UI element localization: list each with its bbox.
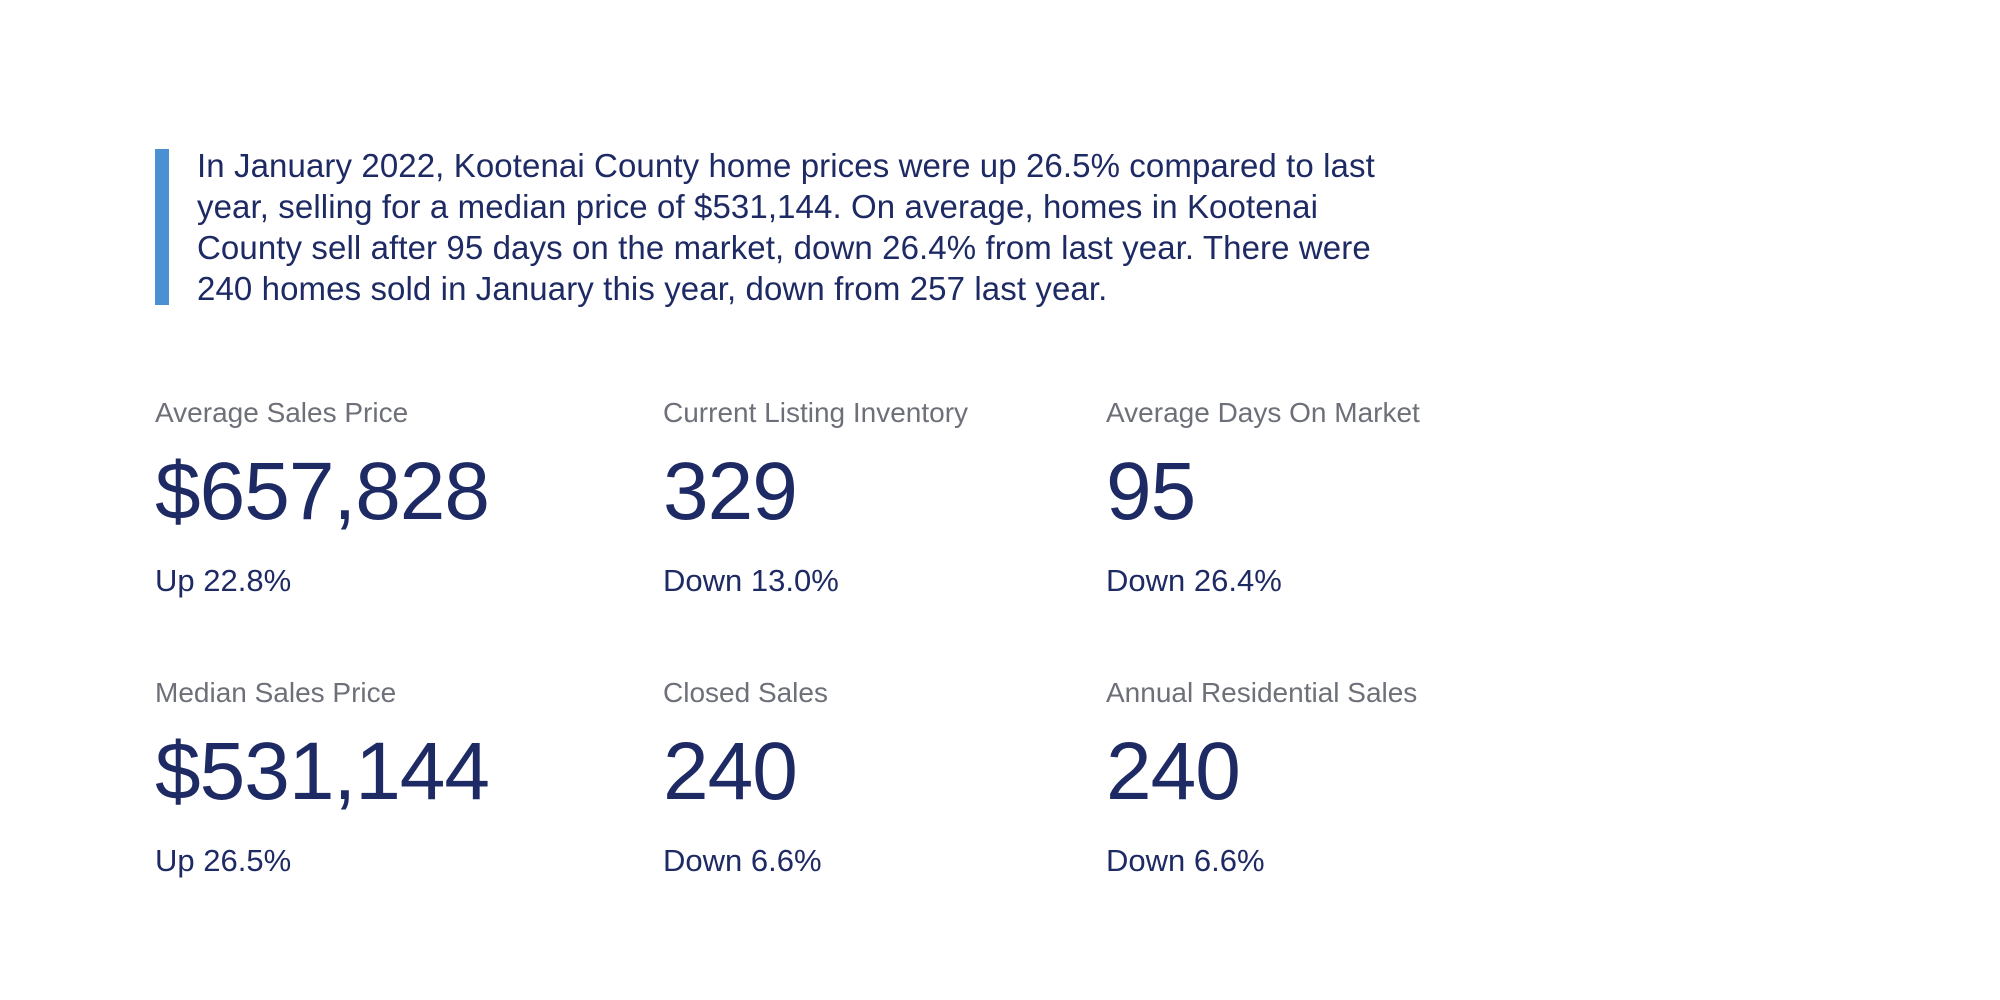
stat-change: Down 26.4% [1106, 563, 1282, 598]
stat-label: Annual Residential Sales [1106, 677, 1418, 708]
stat-median-sales-price: Median Sales Price $531,144 Up 26.5% [155, 677, 663, 879]
market-summary-text: In January 2022, Kootenai County home pr… [197, 147, 1375, 307]
stat-change: Down 6.6% [1106, 843, 1265, 878]
stat-value: $531,144 [155, 726, 490, 817]
market-summary-block: In January 2022, Kootenai County home pr… [155, 145, 1455, 309]
stat-change: Down 6.6% [663, 843, 822, 878]
stat-label: Average Days On Market [1106, 397, 1420, 428]
stat-closed-sales: Closed Sales 240 Down 6.6% [663, 677, 1106, 879]
stat-value: 329 [663, 446, 798, 537]
stat-change: Up 22.8% [155, 563, 292, 598]
stat-value: 240 [1106, 726, 1241, 817]
stats-grid: Average Sales Price $657,828 Up 22.8% Cu… [155, 397, 2000, 879]
stat-value: $657,828 [155, 446, 490, 537]
stat-current-listing-inventory: Current Listing Inventory 329 Down 13.0% [663, 397, 1106, 599]
stat-value: 240 [663, 726, 798, 817]
stat-average-days-on-market: Average Days On Market 95 Down 26.4% [1106, 397, 2000, 599]
accent-bar [155, 149, 169, 305]
stat-label: Median Sales Price [155, 677, 397, 708]
stat-label: Closed Sales [663, 677, 828, 708]
stat-change: Down 13.0% [663, 563, 839, 598]
stat-annual-residential-sales: Annual Residential Sales 240 Down 6.6% [1106, 677, 2000, 879]
stat-label: Current Listing Inventory [663, 397, 969, 428]
stat-change: Up 26.5% [155, 843, 292, 878]
stat-value: 95 [1106, 446, 1196, 537]
stat-label: Average Sales Price [155, 397, 409, 428]
stat-average-sales-price: Average Sales Price $657,828 Up 22.8% [155, 397, 663, 599]
